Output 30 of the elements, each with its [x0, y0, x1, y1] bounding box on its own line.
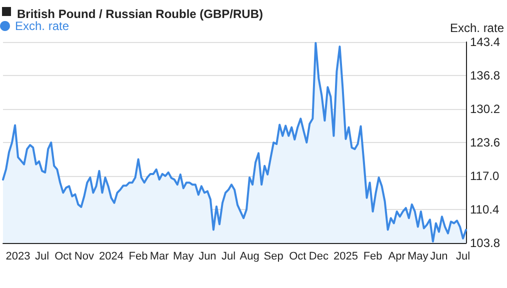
y-tick-label: 110.4: [470, 202, 500, 216]
x-tick-label: 2025: [334, 250, 358, 262]
x-tick-label: 2024: [98, 250, 124, 262]
legend-label: Exch. rate: [15, 19, 70, 33]
y-tick-label: 130.2: [470, 102, 500, 116]
x-tick-label: Sep: [264, 250, 284, 262]
y-tick-label: 143.4: [470, 35, 500, 49]
x-tick-label: Mar: [150, 250, 170, 262]
chart-title: British Pound / Russian Rouble (GBP/RUB): [17, 7, 264, 21]
x-tick-label: Jun: [430, 250, 448, 262]
x-tick-label: Feb: [128, 250, 148, 262]
y-tick-label: 117.0: [470, 169, 500, 183]
x-tick-label: Jun: [198, 250, 216, 262]
x-tick-label: Jul: [35, 250, 50, 262]
x-tick-label: May: [173, 250, 194, 262]
x-tick-label: Jul: [456, 250, 470, 262]
x-tick-label: Feb: [363, 250, 382, 262]
x-tick-label: Oct: [289, 250, 306, 262]
x-tick-label: Dec: [308, 250, 329, 262]
x-tick-label: Jul: [221, 250, 236, 262]
y-axis-title: Exch. rate: [450, 21, 504, 35]
y-tick-label: 103.8: [470, 236, 500, 250]
x-tick-label: Oct: [54, 250, 72, 262]
y-tick-label: 136.8: [470, 68, 500, 82]
y-tick-label: 123.6: [470, 136, 500, 150]
x-tick-label: Aug: [240, 250, 260, 262]
x-tick-label: May: [408, 250, 429, 262]
x-tick-label: 2023: [6, 250, 30, 262]
x-tick-label: Apr: [388, 250, 406, 262]
x-tick-label: Nov: [74, 250, 94, 262]
